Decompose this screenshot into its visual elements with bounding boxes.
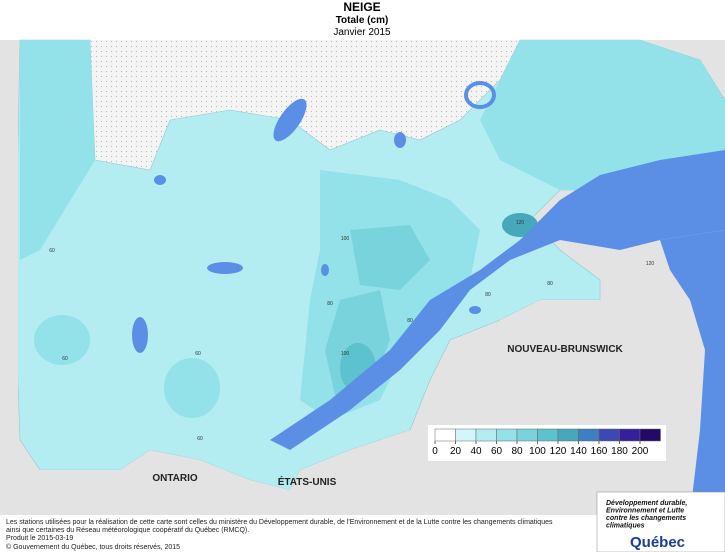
contour-label: 60 — [62, 356, 68, 362]
snow-zone — [164, 358, 220, 418]
st-lawrence — [270, 150, 725, 450]
legend: 0 20 40 60 80 100 120 140 160 180 200 — [432, 428, 661, 457]
map-labels: ONTARIO ÉTATS-UNIS NOUVEAU-BRUNSWICK 60 60 60… — [49, 220, 654, 488]
legend-tick-label: 20 — [450, 446, 462, 457]
logo-line: climatiques — [606, 523, 645, 530]
legend-tick-label: 200 — [632, 446, 649, 457]
logo-box — [596, 491, 725, 552]
ontario-area — [0, 40, 18, 515]
legend-tick-label: 0 — [432, 446, 438, 457]
legend-swatch — [496, 428, 518, 442]
contour-label: 100 — [341, 236, 350, 242]
gulf — [660, 230, 725, 515]
legend-tick-label: 100 — [529, 446, 546, 457]
usa-area — [0, 430, 450, 515]
legend-tick-label: 40 — [470, 446, 482, 457]
footer-line: Produit le 2015-03-19 — [6, 535, 73, 542]
legend-swatch — [619, 428, 641, 442]
legend-swatch — [434, 428, 456, 442]
subtitle: Totale (cm) — [336, 15, 389, 26]
map — [0, 39, 725, 515]
date: Janvier 2015 — [333, 27, 391, 38]
logo-line: Développement durable, — [606, 500, 687, 507]
contour-label: 60 — [195, 351, 201, 357]
footer-line: © Gouvernement du Québec, tous droits ré… — [6, 543, 180, 551]
snow-zone — [34, 315, 90, 365]
contour-label: 80 — [485, 292, 491, 298]
region-label: NOUVEAU-BRUNSWICK — [507, 344, 623, 355]
snow-zone — [350, 225, 430, 290]
contour-label: 120 — [646, 261, 655, 267]
legend-swatch — [537, 428, 559, 442]
contour-label: 80 — [327, 301, 333, 307]
legend-tick-label: 120 — [550, 446, 567, 457]
snow-zone — [480, 40, 725, 190]
region-label: ONTARIO — [152, 473, 198, 484]
snow-zone — [20, 40, 95, 260]
logo-line: contre les changements — [606, 515, 686, 522]
contour-label: 80 — [407, 318, 413, 324]
contour-label: 60 — [197, 436, 203, 442]
legend-swatch — [598, 428, 620, 442]
legend-swatch — [578, 428, 600, 442]
lakes — [132, 81, 496, 353]
legend-swatch — [455, 428, 477, 442]
title: NEIGE — [343, 0, 380, 14]
legend-swatch — [639, 428, 661, 442]
footer: Les stations utilisées pour la réalisati… — [6, 519, 553, 551]
legend-tick-label: 140 — [570, 446, 587, 457]
contour-label: 100 — [341, 351, 350, 357]
footer-line: ainsi que certaines du Réseau météorolog… — [6, 527, 249, 534]
legend-tick-label: 180 — [611, 446, 628, 457]
legend-swatch — [475, 428, 497, 442]
legend-tick-label: 80 — [511, 446, 523, 457]
logo-name: Québec — [630, 534, 685, 551]
legend-swatch — [516, 428, 538, 442]
legend-swatch — [557, 428, 579, 442]
footer-line: Les stations utilisées pour la réalisati… — [6, 519, 553, 526]
region-label: ÉTATS-UNIS — [278, 475, 337, 488]
legend-tick-label: 60 — [491, 446, 503, 457]
contour-label: 120 — [516, 220, 525, 226]
logo-line: Environnement et Lutte — [606, 508, 684, 515]
logo: Développement durable,Environnement et L… — [606, 500, 687, 551]
contour-label: 80 — [547, 281, 553, 287]
contour-label: 60 — [49, 248, 55, 254]
legend-tick-label: 160 — [591, 446, 608, 457]
